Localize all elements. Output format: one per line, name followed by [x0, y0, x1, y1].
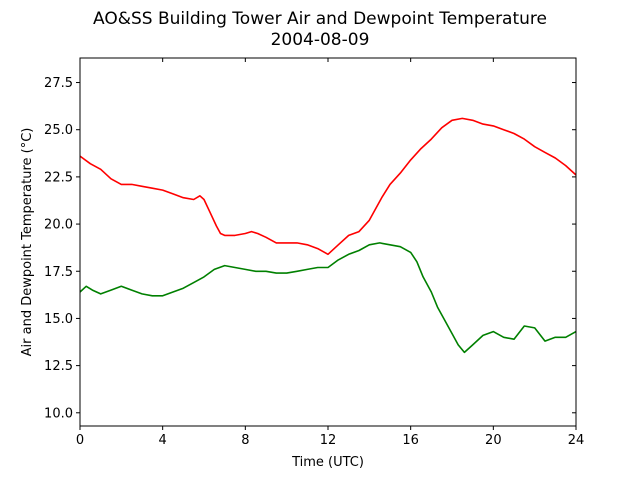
plot-area [79, 117, 577, 354]
x-tick-label: 20 [485, 433, 502, 448]
y-tick-label: 25.0 [44, 123, 73, 138]
y-tick-label: 27.5 [44, 76, 73, 91]
y-axis-label: Air and Dewpoint Temperature (°C) [20, 128, 35, 357]
x-tick-label: 4 [159, 433, 167, 448]
series-line-0 [79, 117, 577, 256]
series-line-1 [79, 242, 577, 354]
axis-ticks: 0 4 8 12 16 20 24 10.0 12.5 15.0 17.5 20.0 22.5 25.0 2… [44, 58, 584, 448]
y-tick-label: 15.0 [44, 312, 73, 327]
y-tick-label: 10.0 [44, 406, 73, 421]
chart-subtitle: 2004-08-09 [271, 30, 370, 50]
chart-title: AO&SS Building Tower Air and Dewpoint Te… [93, 9, 547, 29]
y-tick-label: 20.0 [44, 218, 73, 233]
x-axis-label: Time (UTC) [291, 455, 364, 470]
x-tick-label: 8 [241, 433, 249, 448]
y-tick-label: 22.5 [44, 170, 73, 185]
plot-frame [79, 57, 577, 427]
y-tick-label: 17.5 [44, 265, 73, 280]
x-tick-label: 12 [320, 433, 337, 448]
x-tick-label: 16 [402, 433, 419, 448]
x-tick-label: 0 [76, 433, 84, 448]
y-tick-label: 12.5 [44, 359, 73, 374]
x-tick-label: 24 [568, 433, 585, 448]
